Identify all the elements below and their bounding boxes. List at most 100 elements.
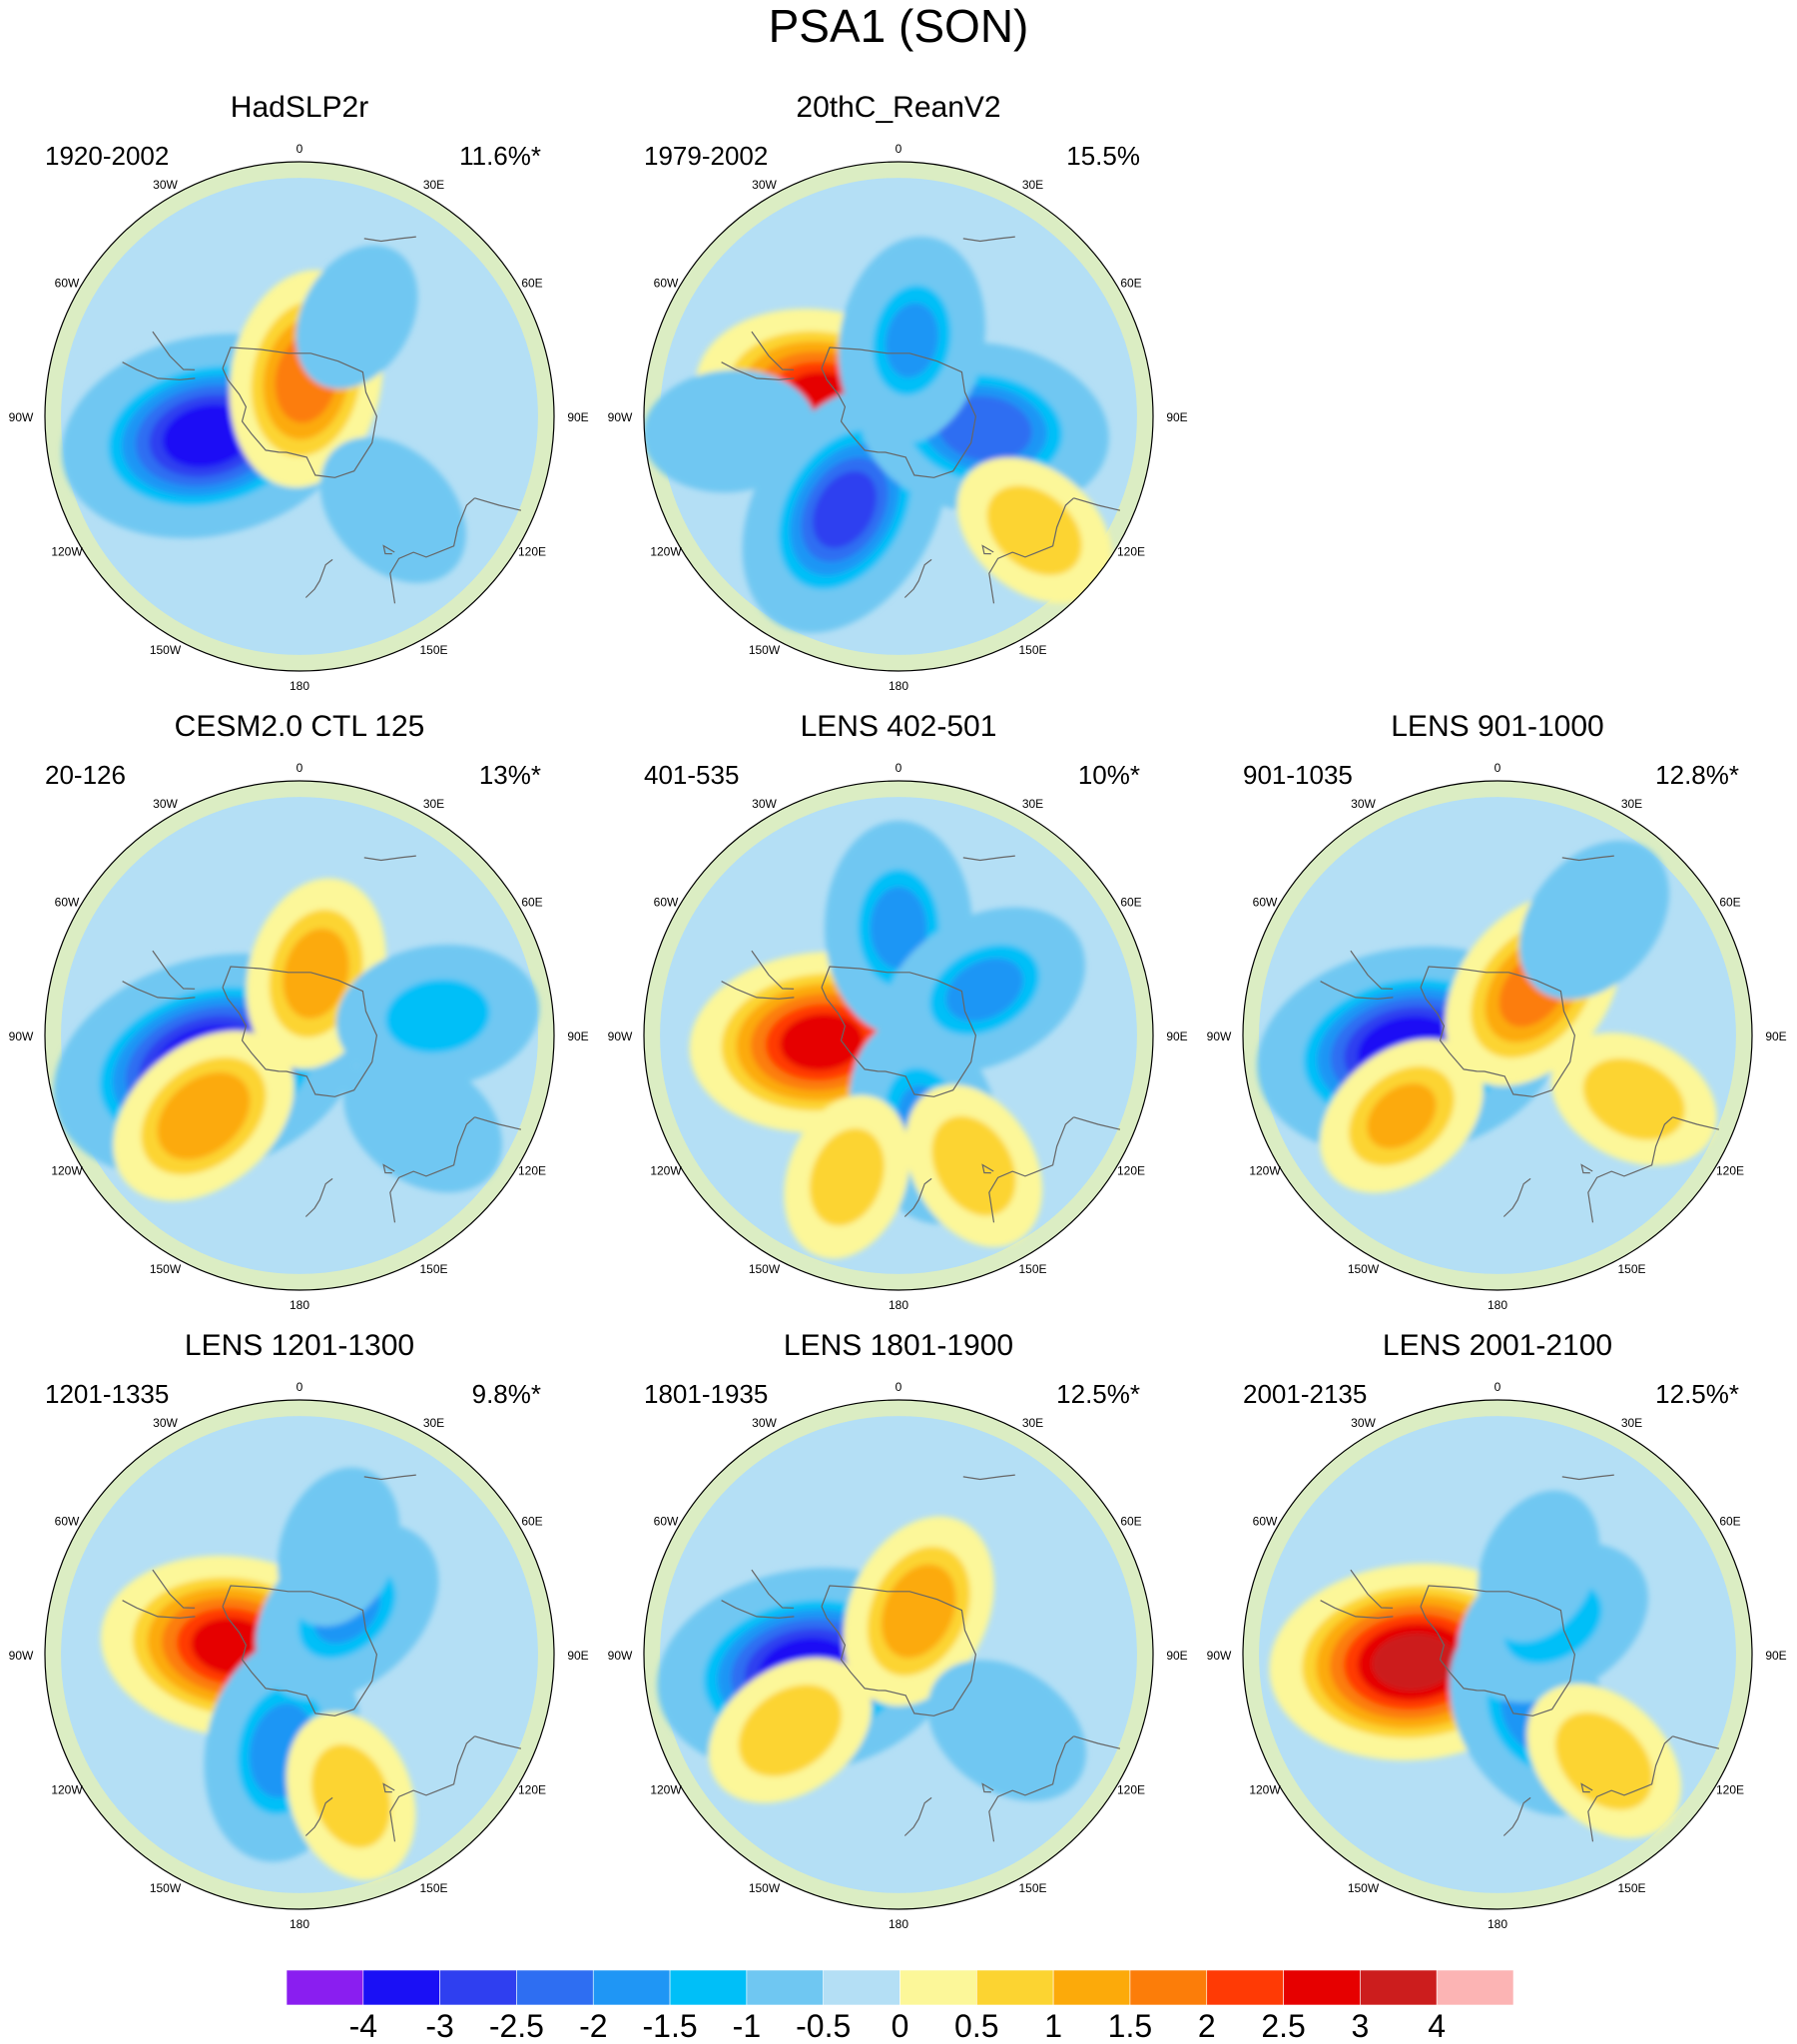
panel-period: 20-126 xyxy=(45,760,126,790)
panel-title: 20thC_ReanV2 xyxy=(796,91,1000,124)
lon-label: 120E xyxy=(518,1783,546,1797)
coastline-6 xyxy=(382,1782,395,1793)
colorbar-swatch xyxy=(439,1969,517,2006)
colorbar-tick-label: -1.5 xyxy=(643,2008,698,2044)
colorbar-swatch xyxy=(592,1969,671,2006)
panel-variance: 13%* xyxy=(479,760,541,790)
map-border xyxy=(643,1399,1154,1910)
coastline-1 xyxy=(721,361,795,380)
panel-title: LENS 1801-1900 xyxy=(784,1329,1013,1362)
panel-variance: 15.5% xyxy=(1066,141,1140,171)
coastline-2 xyxy=(751,331,795,370)
coastline-3 xyxy=(363,1474,416,1481)
lon-label: 30E xyxy=(1621,797,1642,811)
coastlines xyxy=(122,236,522,604)
outer-ring-contour xyxy=(45,1400,554,1909)
colorbar-tick-label: -2.5 xyxy=(489,2008,544,2044)
lon-label: 60E xyxy=(1120,1515,1141,1529)
coastline-0 xyxy=(222,346,378,478)
lon-label: 30E xyxy=(1621,1416,1642,1430)
colorbar-swatch xyxy=(286,1969,364,2006)
map-border xyxy=(1242,780,1753,1291)
lon-label: 90E xyxy=(1166,1029,1187,1043)
coastline-1 xyxy=(1320,1600,1394,1619)
outer-ring-contour xyxy=(45,781,554,1290)
panel-period: 901-1035 xyxy=(1243,760,1353,790)
lon-label: 180 xyxy=(889,1917,908,1931)
panel-variance: 9.8%* xyxy=(472,1379,541,1409)
colorbar-tick-label: 1 xyxy=(1044,2008,1062,2044)
outer-ring-contour xyxy=(45,162,554,671)
field-map xyxy=(644,1400,1153,1909)
lon-label: 90E xyxy=(1765,1029,1786,1043)
anomaly-center-4 xyxy=(343,1050,502,1193)
coastline-3 xyxy=(962,236,1015,243)
map-border xyxy=(643,780,1154,1291)
panel-period: 1801-1935 xyxy=(644,1379,768,1409)
anomaly-center-3 xyxy=(1518,840,1669,1000)
lon-label: 150W xyxy=(749,1262,781,1276)
coastline-6 xyxy=(1580,1782,1593,1793)
lon-label: 60E xyxy=(1120,277,1141,291)
anomaly-center-3 xyxy=(838,236,986,444)
lon-label: 150E xyxy=(419,1881,447,1895)
coastline-7 xyxy=(304,1177,333,1217)
lon-label: 90W xyxy=(608,410,633,424)
anomaly-center-5 xyxy=(644,369,817,493)
colorbar-swatch xyxy=(516,1969,594,2006)
colorbar-swatch xyxy=(823,1969,900,2006)
lon-label: 120E xyxy=(1117,545,1145,559)
lon-label: 30E xyxy=(423,178,444,192)
colorbar-swatch xyxy=(746,1969,824,2006)
colorbar: -4 -3 -2.5 -2 -1.5 -1 -0.5 0 0.5 1 1.5 2 2.5 3 4 xyxy=(286,1969,1514,2044)
lon-label: 120E xyxy=(1716,1164,1744,1178)
lon-label: 60E xyxy=(1719,896,1740,910)
lon-label: 30W xyxy=(752,797,777,811)
lon-label: 90W xyxy=(1207,1029,1232,1043)
panel-variance: 12.8%* xyxy=(1655,760,1739,790)
coastline-7 xyxy=(903,1796,932,1836)
outer-ring-contour xyxy=(644,1400,1153,1909)
panel-variance: 10%* xyxy=(1078,760,1140,790)
coastlines xyxy=(721,1474,1121,1842)
colorbar-swatch xyxy=(1129,1969,1208,2006)
coastline-6 xyxy=(382,1163,395,1174)
lon-label: 120E xyxy=(1117,1783,1145,1797)
lon-label: 0 xyxy=(896,1380,902,1394)
map-border xyxy=(44,1399,555,1910)
field-map xyxy=(45,781,554,1290)
lon-label: 0 xyxy=(896,761,902,775)
colorbar-tick-label: 1.5 xyxy=(1108,2008,1152,2044)
coastline-4 xyxy=(389,1735,475,1842)
anomaly-center-5 xyxy=(784,1094,910,1259)
lon-label: 180 xyxy=(290,679,309,693)
coastline-7 xyxy=(903,558,932,598)
coastline-3 xyxy=(1561,1474,1614,1481)
panel-5: 0 30E 60E 90E 120E 150E 180 150W 120W 90W 60W 30W LE… xyxy=(9,1329,589,1931)
figure-title: PSA1 (SON) xyxy=(769,0,1029,52)
coastline-0 xyxy=(222,1585,378,1716)
panel-title: LENS 1201-1300 xyxy=(185,1329,414,1362)
lon-label: 120W xyxy=(650,1164,682,1178)
panel-title: LENS 901-1000 xyxy=(1391,710,1604,743)
coastline-7 xyxy=(1502,1177,1531,1217)
panel-period: 1979-2002 xyxy=(644,141,768,171)
colorbar-tick-label: -2 xyxy=(579,2008,607,2044)
lon-label: 90E xyxy=(567,410,588,424)
lon-label: 150W xyxy=(150,643,182,657)
coastline-1 xyxy=(122,1600,196,1619)
panel-title: LENS 402-501 xyxy=(801,710,997,743)
outer-ring-contour xyxy=(1243,781,1752,1290)
colorbar-tick-label: -1 xyxy=(733,2008,761,2044)
coastline-2 xyxy=(751,950,795,990)
coastline-5 xyxy=(474,1735,522,1749)
coastline-5 xyxy=(1073,1735,1121,1749)
lon-label: 150E xyxy=(1018,1262,1046,1276)
coastline-7 xyxy=(304,1796,333,1836)
anomaly-center-3 xyxy=(296,245,418,389)
lon-label: 60W xyxy=(654,1515,679,1529)
colorbar-swatch xyxy=(976,1969,1054,2006)
coastline-2 xyxy=(152,950,196,990)
coastline-5 xyxy=(474,497,522,511)
panel-period: 401-535 xyxy=(644,760,739,790)
